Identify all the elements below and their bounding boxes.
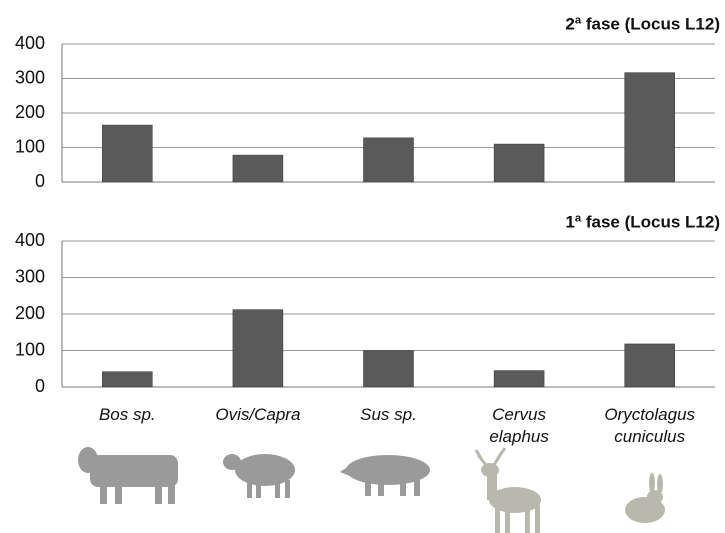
boar-icon xyxy=(340,455,430,496)
y-tick-label: 300 xyxy=(15,266,45,286)
page: 2ª fase (Locus L12) 0 100 200 300 400 1ª fase … xyxy=(0,0,725,533)
y-tick-label: 400 xyxy=(15,33,45,53)
x-tick-label: Sus sp. xyxy=(333,404,445,426)
x-tick-label: Bos sp. xyxy=(71,404,183,426)
bar xyxy=(102,125,152,182)
y-tick-label: 0 xyxy=(35,171,45,191)
y-tick-label: 200 xyxy=(15,102,45,122)
x-tick-label: Ovis/Capra xyxy=(202,404,314,426)
y-tick-label: 100 xyxy=(15,339,45,359)
bar xyxy=(233,155,283,182)
animal-icons xyxy=(78,447,665,533)
deer-icon xyxy=(476,448,541,533)
bar xyxy=(364,351,414,388)
cow-icon xyxy=(78,447,178,504)
x-tick-label: Cervus elaphus xyxy=(463,404,575,448)
bar xyxy=(494,371,544,387)
bar xyxy=(625,344,675,387)
y-tick-label: 0 xyxy=(35,376,45,396)
chart-title: 1ª fase (Locus L12) xyxy=(565,212,720,231)
chart-title: 2ª fase (Locus L12) xyxy=(565,14,720,33)
bar xyxy=(494,144,544,182)
y-tick-label: 400 xyxy=(15,230,45,250)
x-tick-label: Oryctolagus cuniculus xyxy=(594,404,706,448)
bar xyxy=(364,138,414,182)
rabbit-icon xyxy=(625,473,665,523)
y-tick-label: 100 xyxy=(15,136,45,156)
bar xyxy=(625,73,675,182)
y-tick-label: 300 xyxy=(15,67,45,87)
y-tick-label: 200 xyxy=(15,303,45,323)
chart: 2ª fase (Locus L12) 0 100 200 300 400 1ª fase … xyxy=(0,0,725,533)
bar xyxy=(102,372,152,387)
sheep-icon xyxy=(223,454,295,498)
bar xyxy=(233,310,283,387)
